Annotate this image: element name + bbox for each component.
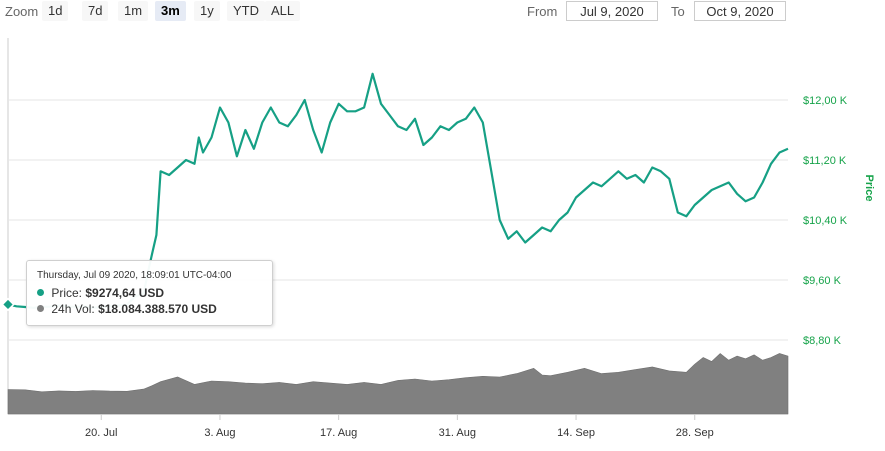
- x-tick-label: 3. Aug: [204, 427, 235, 439]
- zoom-label: Zoom: [5, 4, 39, 19]
- zoom-1d-button[interactable]: 1d: [42, 1, 69, 21]
- y-tick-label: $10,40 K: [803, 215, 848, 227]
- zoom-1y-button[interactable]: 1y: [194, 1, 220, 21]
- price-series-dot: [37, 289, 44, 296]
- from-date-input[interactable]: Jul 9, 2020: [566, 1, 658, 21]
- to-label: To: [671, 4, 685, 19]
- y-tick-label: $8,80 K: [803, 335, 842, 347]
- volume-area: [7, 353, 789, 415]
- tooltip-price-row: Price: $9274,64 USD: [37, 285, 262, 301]
- y-tick-label: $12,00 K: [803, 95, 848, 107]
- x-tick-label: 14. Sep: [557, 427, 595, 439]
- zoom-7d-button[interactable]: 7d: [82, 1, 109, 21]
- from-label: From: [527, 4, 558, 19]
- tooltip-price-label: Price:: [51, 286, 83, 300]
- y-tick-label: $9,60 K: [803, 275, 842, 287]
- tooltip-volume-label: 24h Vol:: [51, 302, 95, 316]
- zoom-all-button[interactable]: ALL: [265, 1, 301, 21]
- hover-point-marker: [1, 297, 15, 312]
- x-tick-label: 20. Jul: [85, 427, 117, 439]
- volume-series-dot: [37, 305, 44, 312]
- tooltip-date: Thursday, Jul 09 2020, 18:09:01 UTC-04:0…: [37, 270, 232, 281]
- y-axis-title: Price: [863, 175, 875, 202]
- zoom-3m-button[interactable]: 3m: [155, 1, 186, 21]
- zoom-1m-button[interactable]: 1m: [118, 1, 149, 21]
- y-tick-label: $11,20 K: [803, 155, 847, 167]
- to-date-input[interactable]: Oct 9, 2020: [694, 1, 786, 21]
- x-tick-label: 28. Sep: [676, 427, 714, 439]
- x-tick-label: 31. Aug: [439, 427, 476, 439]
- tooltip-volume-row: 24h Vol: $18.084.388.570 USD: [37, 301, 262, 317]
- data-tooltip: Thursday, Jul 09 2020, 18:09:01 UTC-04:0…: [26, 260, 273, 326]
- tooltip-volume-value: $18.084.388.570 USD: [98, 302, 217, 316]
- zoom-ytd-button[interactable]: YTD: [227, 1, 265, 21]
- x-tick-label: 17. Aug: [320, 427, 357, 439]
- range-toolbar: Zoom 1d 7d 1m 3m 1y YTD ALL From Jul 9, …: [0, 0, 885, 24]
- tooltip-price-value: $9274,64 USD: [85, 286, 165, 300]
